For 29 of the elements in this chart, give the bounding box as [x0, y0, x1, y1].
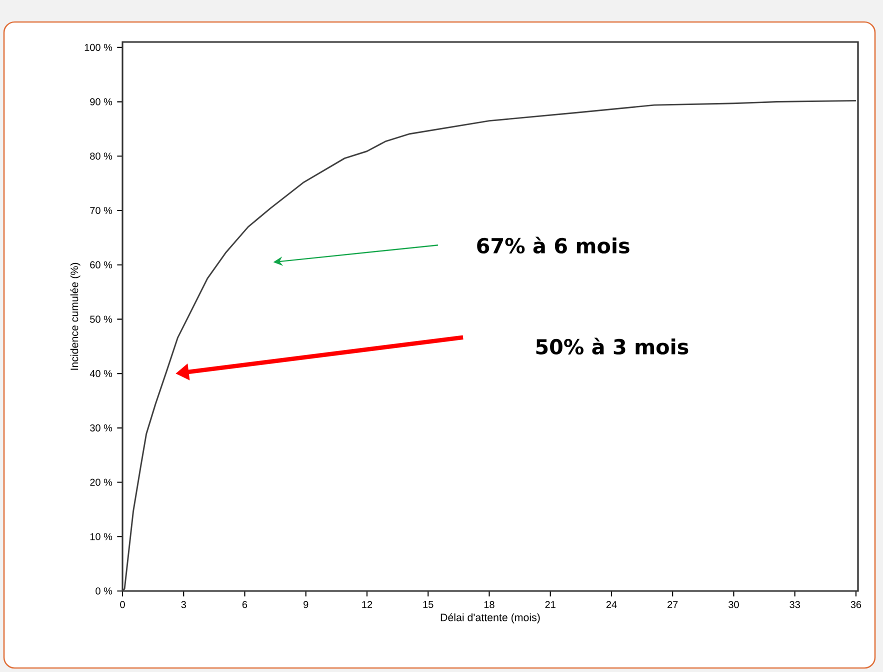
- x-tick-label: 15: [423, 601, 434, 608]
- x-tick-label: 6: [242, 601, 248, 608]
- y-tick-label: 30 %: [90, 424, 112, 432]
- x-axis-title: Délai d'attente (mois): [440, 613, 540, 624]
- annotation: 67% à 6 mois: [477, 236, 630, 254]
- y-tick-label: 80 %: [90, 152, 112, 160]
- y-tick-label: 40 %: [90, 370, 112, 378]
- y-tick-label: 0 %: [96, 587, 112, 595]
- y-tick-label: 100 %: [84, 44, 112, 51]
- y-tick-label: 60 %: [90, 261, 112, 268]
- x-tick-label: 36: [850, 601, 862, 608]
- y-tick-label: 10 %: [90, 533, 112, 540]
- line-series: [122, 100, 857, 592]
- x-tick-label: 27: [668, 601, 678, 608]
- x-tick-label: 18: [484, 601, 494, 608]
- x-tick-label: 0: [120, 601, 125, 608]
- annotation: 50% à 3 mois: [536, 338, 688, 355]
- y-tick-label: 70 %: [90, 206, 112, 214]
- x-tick-label: 33: [790, 601, 800, 608]
- x-tick-label: 9: [304, 601, 308, 608]
- y-axis-title: Incidence cumulée (%): [70, 262, 80, 370]
- y-tick-label: 20 %: [90, 478, 112, 486]
- y-tick-label: 50 %: [90, 316, 112, 323]
- x-tick-label: 12: [362, 601, 372, 608]
- y-tick-label: 90 %: [90, 98, 112, 106]
- x-tick-label: 30: [728, 601, 739, 608]
- x-tick-label: 21: [545, 601, 556, 608]
- x-tick-label: 24: [606, 601, 617, 608]
- x-tick-label: 3: [181, 601, 186, 608]
